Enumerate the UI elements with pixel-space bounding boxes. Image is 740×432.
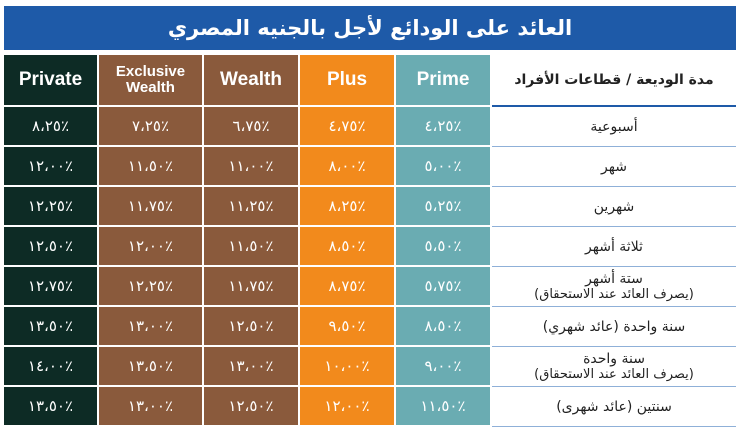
rate-cell-wealth: ١٢،٥٠٪: [204, 387, 300, 427]
rate-cell-plus: ٨،٠٠٪: [300, 147, 396, 187]
rate-cell-exclusive-wealth: ١٣،٠٠٪: [99, 387, 204, 427]
rate-cell-private: ٨،٢٥٪: [4, 107, 99, 147]
period-sublabel: (يصرف العائد عند الاستحقاق): [534, 286, 694, 302]
header-plus: Plus: [300, 55, 396, 107]
rates-table: Private Exclusive Wealth Wealth Plus Pri…: [4, 55, 736, 427]
rate-cell-prime: ٥،٢٥٪: [396, 187, 492, 227]
rate-cell-private: ١٢،٢٥٪: [4, 187, 99, 227]
rate-cell-wealth: ١٣،٠٠٪: [204, 347, 300, 387]
rate-cell-prime: ٨،٥٠٪: [396, 307, 492, 347]
rate-cell-exclusive-wealth: ٧،٢٥٪: [99, 107, 204, 147]
rate-cell-prime: ٥،٧٥٪: [396, 267, 492, 307]
period-cell: سنة واحدة (عائد شهري): [492, 307, 736, 347]
rate-cell-wealth: ١١،٢٥٪: [204, 187, 300, 227]
rate-cell-wealth: ٦،٧٥٪: [204, 107, 300, 147]
rate-cell-prime: ١١،٥٠٪: [396, 387, 492, 427]
rate-cell-prime: ٥،٠٠٪: [396, 147, 492, 187]
header-prime: Prime: [396, 55, 492, 107]
period-label: شهرين: [593, 198, 635, 215]
period-label: أسبوعية: [590, 118, 638, 135]
period-cell: أسبوعية: [492, 107, 736, 147]
rate-cell-exclusive-wealth: ١٣،٠٠٪: [99, 307, 204, 347]
rate-cell-plus: ١٢،٠٠٪: [300, 387, 396, 427]
rate-cell-private: ١٣،٥٠٪: [4, 387, 99, 427]
header-private: Private: [4, 55, 99, 107]
rate-cell-plus: ٤،٧٥٪: [300, 107, 396, 147]
period-cell: ثلاثة أشهر: [492, 227, 736, 267]
rate-cell-plus: ٨،٥٠٪: [300, 227, 396, 267]
rate-cell-exclusive-wealth: ١١،٥٠٪: [99, 147, 204, 187]
period-label: ثلاثة أشهر: [585, 238, 643, 255]
header-exclusive-wealth: Exclusive Wealth: [99, 55, 204, 107]
rate-cell-plus: ١٠،٠٠٪: [300, 347, 396, 387]
rate-cell-wealth: ١١،٥٠٪: [204, 227, 300, 267]
rate-cell-wealth: ١١،٠٠٪: [204, 147, 300, 187]
period-label: شهر: [601, 158, 627, 175]
rate-cell-plus: ٨،٢٥٪: [300, 187, 396, 227]
period-sublabel: (يصرف العائد عند الاستحقاق): [534, 366, 694, 382]
period-cell: شهر: [492, 147, 736, 187]
period-cell: شهرين: [492, 187, 736, 227]
rate-cell-plus: ٨،٧٥٪: [300, 267, 396, 307]
period-label: سنتين (عائد شهرى): [556, 398, 672, 415]
rate-cell-private: ١٢،٠٠٪: [4, 147, 99, 187]
rate-cell-private: ١٤،٠٠٪: [4, 347, 99, 387]
rate-cell-exclusive-wealth: ١٢،٠٠٪: [99, 227, 204, 267]
period-label: ستة أشهر: [585, 270, 643, 287]
rate-cell-exclusive-wealth: ١١،٧٥٪: [99, 187, 204, 227]
rate-cell-exclusive-wealth: ١٣،٥٠٪: [99, 347, 204, 387]
period-cell: سنتين (عائد شهرى): [492, 387, 736, 427]
period-cell: ستة أشهر (يصرف العائد عند الاستحقاق): [492, 267, 736, 307]
header-wealth: Wealth: [204, 55, 300, 107]
period-label: سنة واحدة (عائد شهري): [542, 318, 686, 335]
rate-cell-prime: ٥،٥٠٪: [396, 227, 492, 267]
period-cell: سنة واحدة (يصرف العائد عند الاستحقاق): [492, 347, 736, 387]
rate-cell-wealth: ١٢،٥٠٪: [204, 307, 300, 347]
rate-cell-prime: ٤،٢٥٪: [396, 107, 492, 147]
header-period: مدة الوديعة / قطاعات الأفراد: [492, 55, 736, 107]
rate-cell-private: ١٢،٧٥٪: [4, 267, 99, 307]
rate-cell-private: ١٢،٥٠٪: [4, 227, 99, 267]
rate-cell-private: ١٣،٥٠٪: [4, 307, 99, 347]
rate-cell-wealth: ١١،٧٥٪: [204, 267, 300, 307]
rate-cell-exclusive-wealth: ١٢،٢٥٪: [99, 267, 204, 307]
table-title: العائد على الودائع لأجل بالجنيه المصري: [4, 6, 736, 50]
rate-cell-plus: ٩،٥٠٪: [300, 307, 396, 347]
period-label: سنة واحدة: [583, 350, 645, 367]
rate-cell-prime: ٩،٠٠٪: [396, 347, 492, 387]
